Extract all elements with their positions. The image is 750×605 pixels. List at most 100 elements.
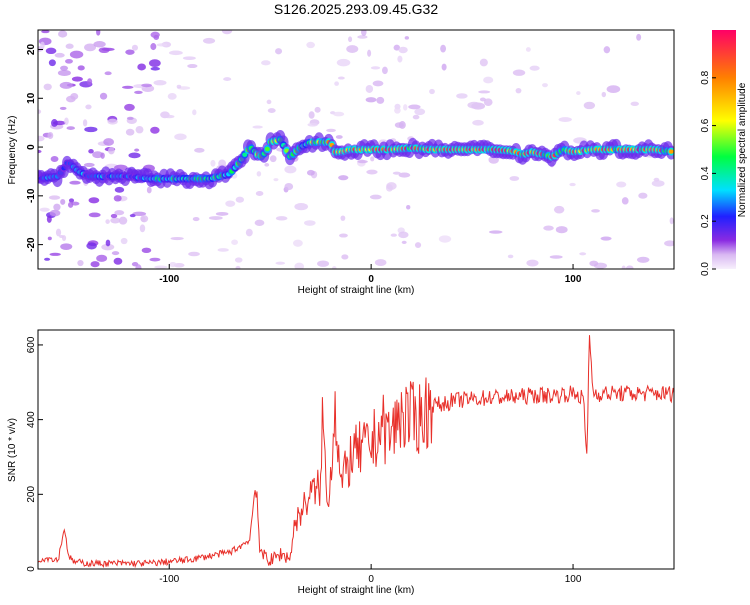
spectrogram-noise-blob [414, 108, 426, 116]
snr-ytick-label: 0 [26, 566, 37, 572]
spectrogram-noise-blob [85, 104, 92, 110]
spectrogram-noise-blob [606, 85, 621, 94]
spectrogram-noise-blob [357, 159, 368, 164]
spectrogram-noise-blob [653, 177, 660, 182]
spectrogram-noise-blob [69, 180, 81, 185]
spectrogram-noise-blob [96, 254, 108, 262]
spectrogram-noise-blob [314, 106, 321, 113]
spectrogram-noise-blob [307, 122, 318, 127]
colorbar-gradient [712, 30, 736, 269]
spectrogram-noise-blob [192, 217, 200, 222]
spectrogram-noise-blob [603, 46, 611, 54]
spectrogram-noise-blob [398, 46, 408, 54]
spectrogram-noise-blob [467, 101, 481, 109]
spectrogram-noise-blob [394, 122, 404, 128]
spectrogram-noise-blob [113, 195, 122, 202]
spectrogram-noise-blob [429, 88, 435, 95]
spectrogram-noise-blob [43, 83, 52, 91]
spectrogram-noise-blob [294, 203, 309, 211]
spectrogram-noise-blob [149, 257, 161, 262]
spectrogram-noise-blob [361, 30, 367, 37]
colorbar-tick-label: 0.2 [700, 214, 711, 228]
spectrogram-ytick-label: 10 [26, 92, 37, 104]
spectrogram-noise-blob [483, 76, 494, 84]
colorbar: 0.0 0.2 0.4 0.6 0.8 Normalized spectral ampl… [700, 30, 748, 276]
spectrogram-noise-blob [107, 118, 118, 125]
spectrogram-noise-blob [107, 146, 115, 155]
spectrogram-noise-blob [154, 265, 168, 269]
spectrogram-noise-blob [208, 216, 223, 221]
spectrogram-noise-blob [187, 64, 198, 69]
colorbar-tick-label: 0.8 [700, 70, 711, 84]
spectrogram-noise-blob [118, 216, 128, 225]
spectrogram-noise-blob [235, 265, 241, 269]
spectrogram-noise-blob [174, 133, 187, 141]
colorbar-tick-label: 0.0 [700, 262, 711, 276]
spectrogram-noise-blob [284, 165, 297, 174]
spectrogram-ytick-label: 20 [26, 44, 37, 56]
spectrogram-noise-blob [110, 213, 118, 219]
spectrogram-noise-blob [71, 76, 83, 82]
spectrogram-noise-blob [176, 84, 182, 89]
spectrogram-noise-blob [583, 101, 596, 110]
spectrogram-noise-blob [49, 209, 61, 217]
spectrogram-noise-blob [64, 117, 69, 126]
spectrogram-noise-blob [96, 30, 101, 36]
spectrogram-noise-blob [338, 175, 349, 181]
spectrogram-noise-blob [651, 180, 665, 187]
spectrogram-noise-blob [163, 114, 175, 119]
snr-xtick-label: 100 [565, 574, 582, 585]
spectrogram-ridge-core [242, 152, 248, 157]
colorbar-label: Normalized spectral amplitude [737, 82, 748, 217]
spectrogram-noise-blob [77, 65, 85, 71]
spectrogram-noise-blob [125, 128, 135, 136]
spectrogram-noise-blob [438, 235, 452, 243]
spectrogram-noise-blob [192, 109, 197, 116]
spectrogram-noise-blob [472, 119, 484, 126]
spectrogram-noise-blob [103, 138, 115, 146]
spectrogram-noise-blob [100, 152, 105, 159]
spectrogram-noise-blob [114, 210, 125, 216]
spectrogram-noise-blob [92, 151, 104, 159]
spectrogram-noise-blob [59, 106, 67, 111]
spectrogram-noise-blob [235, 196, 245, 203]
snr-xtick-label: 0 [368, 574, 374, 585]
colorbar-ticks: 0.0 0.2 0.4 0.6 0.8 [700, 70, 716, 276]
spectrogram-noise-blob [47, 131, 54, 139]
spectrogram-noise-blob [406, 205, 411, 210]
spectrogram-noise-blob [146, 186, 152, 194]
spectrogram-noise-blob [529, 65, 540, 71]
spectrogram-noise-blob [84, 43, 97, 52]
spectrogram-noise-blob [264, 163, 270, 167]
spectrogram-noise-blob [188, 251, 200, 257]
spectrogram-noise-blob [90, 261, 100, 268]
spectrogram-noise-blob [110, 217, 121, 224]
spectrogram-noise-blob [512, 69, 526, 76]
spectrogram-noise-blob [49, 252, 61, 256]
spectrogram-noise-blob [543, 225, 554, 231]
spectrogram-noise-blob [48, 59, 56, 67]
spectrogram-noise-blob [225, 200, 236, 207]
spectrogram-noise-blob [326, 128, 336, 133]
spectrogram-noise-blob [398, 172, 411, 178]
spectrogram-noise-blob [478, 90, 491, 94]
spectrogram-noise-blob [440, 44, 447, 53]
spectrogram-noise-blob [335, 135, 343, 139]
spectrogram-noise-blob [365, 97, 377, 103]
spectrogram-noise-blob [308, 111, 315, 119]
spectrogram-noise-blob [394, 107, 401, 114]
spectrogram-noise-blob [231, 239, 238, 245]
spectrogram-noise-blob [46, 215, 52, 223]
spectrogram-noise-blob [221, 30, 233, 35]
spectrogram-noise-blob [636, 256, 650, 263]
spectrogram-noise-blob [558, 117, 572, 122]
spectrogram-noise-blob [111, 251, 120, 256]
spectrogram-noise-blob [126, 116, 134, 120]
spectrogram-noise-blob [542, 83, 548, 88]
spectrogram-noise-blob [393, 44, 401, 51]
spectrogram-noise-blob [218, 159, 227, 168]
spectrogram-noise-blob [275, 216, 288, 221]
spectrogram-noise-blob [269, 155, 277, 163]
spectrogram-noise-blob [131, 44, 138, 51]
spectrogram-noise-blob [456, 93, 468, 99]
